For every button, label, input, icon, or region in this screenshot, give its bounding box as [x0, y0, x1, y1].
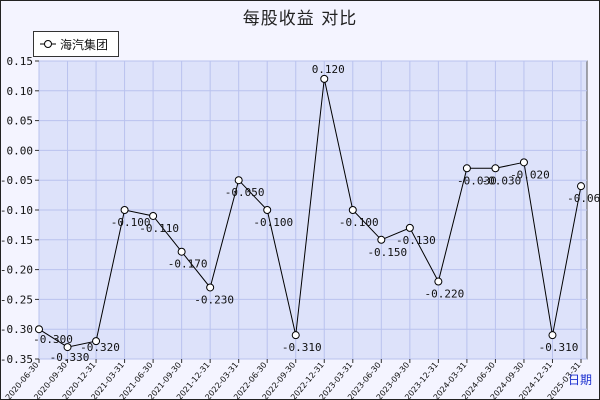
y-tick-label: -0.20 — [0, 264, 33, 277]
data-point — [120, 206, 129, 214]
data-label: -0.100 — [111, 216, 151, 229]
data-label: -0.100 — [339, 216, 379, 229]
data-label: -0.310 — [282, 341, 322, 354]
data-point — [548, 331, 557, 340]
y-tick-label: 0.05 — [7, 115, 34, 128]
y-tick-label: 0.15 — [7, 55, 34, 68]
legend-label: 海汽集团 — [60, 38, 109, 52]
data-point — [462, 164, 471, 173]
legend-marker-icon — [40, 40, 56, 48]
x-axis-label: 日期 — [568, 373, 592, 387]
data-point — [63, 343, 72, 352]
data-label: -0.110 — [139, 222, 179, 235]
data-point — [377, 235, 386, 244]
data-point — [177, 247, 186, 256]
data-label: -0.320 — [80, 341, 120, 354]
y-tick-label: 0.00 — [7, 144, 34, 157]
data-label: -0.030 — [482, 174, 522, 187]
data-point — [263, 206, 272, 214]
legend: 海汽集团 — [33, 31, 119, 57]
y-tick-label: -0.15 — [0, 234, 33, 247]
data-point — [35, 325, 43, 334]
data-label: -0.220 — [424, 288, 464, 301]
data-label: -0.020 — [510, 168, 550, 181]
y-tick-label: -0.35 — [0, 353, 33, 366]
data-point — [491, 164, 500, 173]
y-tick-label: -0.05 — [0, 174, 33, 187]
data-point — [577, 182, 585, 191]
data-label: -0.150 — [367, 246, 407, 259]
data-label: -0.310 — [539, 341, 579, 354]
data-point — [405, 223, 414, 232]
data-point — [348, 206, 357, 214]
data-label: -0.100 — [253, 216, 293, 229]
data-point — [234, 176, 243, 185]
series-line-path — [38, 78, 582, 348]
data-label: 0.120 — [312, 63, 345, 76]
data-labels: -0.300-0.330-0.320-0.100-0.110-0.170-0.2… — [33, 63, 600, 364]
data-label: -0.170 — [168, 258, 208, 271]
data-label: -0.060 — [567, 192, 600, 205]
y-axis-ticks: 0.15 0.10 0.05 0.00 -0.05 -0.10 -0.15 -0.20 -0.2… — [0, 55, 39, 366]
y-tick-label: -0.10 — [0, 204, 33, 217]
y-tick-label: -0.30 — [0, 323, 33, 336]
data-label: -0.050 — [225, 186, 265, 199]
data-point — [149, 211, 158, 220]
data-label: -0.230 — [194, 293, 234, 306]
data-label: -0.130 — [396, 234, 436, 247]
data-point — [206, 283, 215, 292]
data-point — [92, 337, 101, 346]
data-label: -0.030 — [457, 174, 497, 187]
data-label: -0.330 — [50, 351, 90, 364]
y-tick-label: -0.25 — [0, 293, 33, 306]
y-tick-label: 0.10 — [7, 85, 34, 98]
data-point — [519, 158, 528, 167]
chart-title: 每股收益 对比 — [242, 9, 358, 29]
data-point — [320, 74, 329, 83]
data-point — [434, 277, 443, 286]
data-label: -0.300 — [33, 333, 73, 346]
x-axis-ticks: 2020-06-302020-09-302020-12-312021-03-31… — [4, 359, 583, 400]
grid-lines — [38, 60, 587, 360]
data-point — [291, 331, 300, 340]
series-line — [35, 74, 585, 352]
